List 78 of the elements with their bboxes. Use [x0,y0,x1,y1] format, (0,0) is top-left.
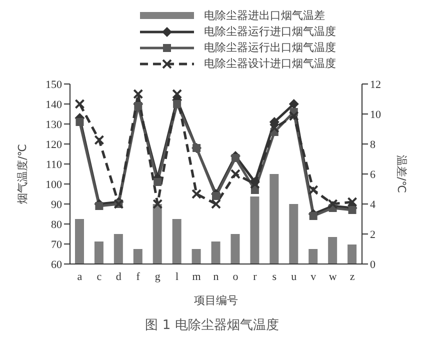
legend-label: 电除尘器运行进口烟气温度 [204,24,336,40]
bar [172,219,182,264]
y2-tick-label: 6 [370,168,376,181]
text: 图 1 电除尘器烟气温度 [144,317,280,334]
y-tick-label: 70 [51,238,62,251]
x-tick-label: c [96,270,102,283]
bar [211,242,220,264]
x-tick-label: o [232,270,239,283]
y-tick-label: 130 [46,118,62,131]
point [211,199,221,209]
x-tick-label: w [328,270,337,283]
point [212,192,220,200]
y-tick-label: 60 [51,258,62,271]
bar [75,219,84,264]
point [309,212,318,220]
point [269,117,280,127]
x-tick-label: a [77,270,82,283]
y-tick-label: 90 [51,198,62,211]
bar [230,234,240,264]
bar [328,237,338,264]
point [173,100,182,108]
y-tick-label: 100 [46,178,62,191]
point [95,202,104,210]
x-tick-label: z [350,270,355,283]
bar [308,249,318,264]
x-tick-label: r [253,270,258,283]
bar [348,244,357,264]
point [308,185,318,195]
y2-tick-label: 4 [370,198,376,211]
bar [114,234,123,264]
y2-axis-title: 温差/℃ [395,154,408,194]
point [348,206,356,214]
point [133,89,144,99]
legend-label: 电除尘器运行出口烟气温度 [204,40,336,56]
point [152,199,163,209]
point [172,89,182,99]
y2-tick-label: 0 [370,258,376,271]
bar [270,174,279,264]
x-tick-label: n [213,270,220,283]
y-tick-label: 110 [46,158,62,171]
point [154,178,162,186]
point [231,154,240,162]
y2-tick-label: 12 [370,78,381,91]
point [269,123,280,133]
x-tick-label: d [116,270,122,283]
point [74,99,85,109]
y-tick-label: 150 [46,78,62,91]
bar [94,242,104,264]
x-tick-label: g [154,270,161,283]
y-tick-label: 80 [51,218,62,231]
x-tick-label: f [136,270,140,283]
x-axis-title: 项目编号 [194,294,238,307]
y2-tick-label: 2 [370,228,376,241]
x-tick-label: m [192,270,202,283]
legend-label: 电除尘器进出口烟气温差 [204,8,325,24]
bar [250,196,260,264]
point [94,135,104,145]
point [288,111,299,121]
y-tick-label: 120 [46,138,62,151]
point [347,197,358,207]
point [288,99,299,109]
x-tick-label: l [176,270,179,283]
bar [192,249,201,264]
x-tick-label: u [291,270,298,283]
point [76,118,84,126]
point [192,189,202,199]
legend-label: 电除尘器设计进口烟气温度 [204,56,336,72]
x-tick-label: v [310,270,317,283]
y2-tick-label: 10 [370,108,382,121]
y-tick-label: 140 [46,98,62,111]
bar [289,204,298,264]
point [230,169,240,179]
y2-tick-label: 8 [370,138,376,151]
y-axis-title: 烟气温度/℃ [16,144,29,204]
point [134,102,142,110]
x-tick-label: s [272,270,277,283]
bar [133,249,142,264]
bar [152,204,162,264]
